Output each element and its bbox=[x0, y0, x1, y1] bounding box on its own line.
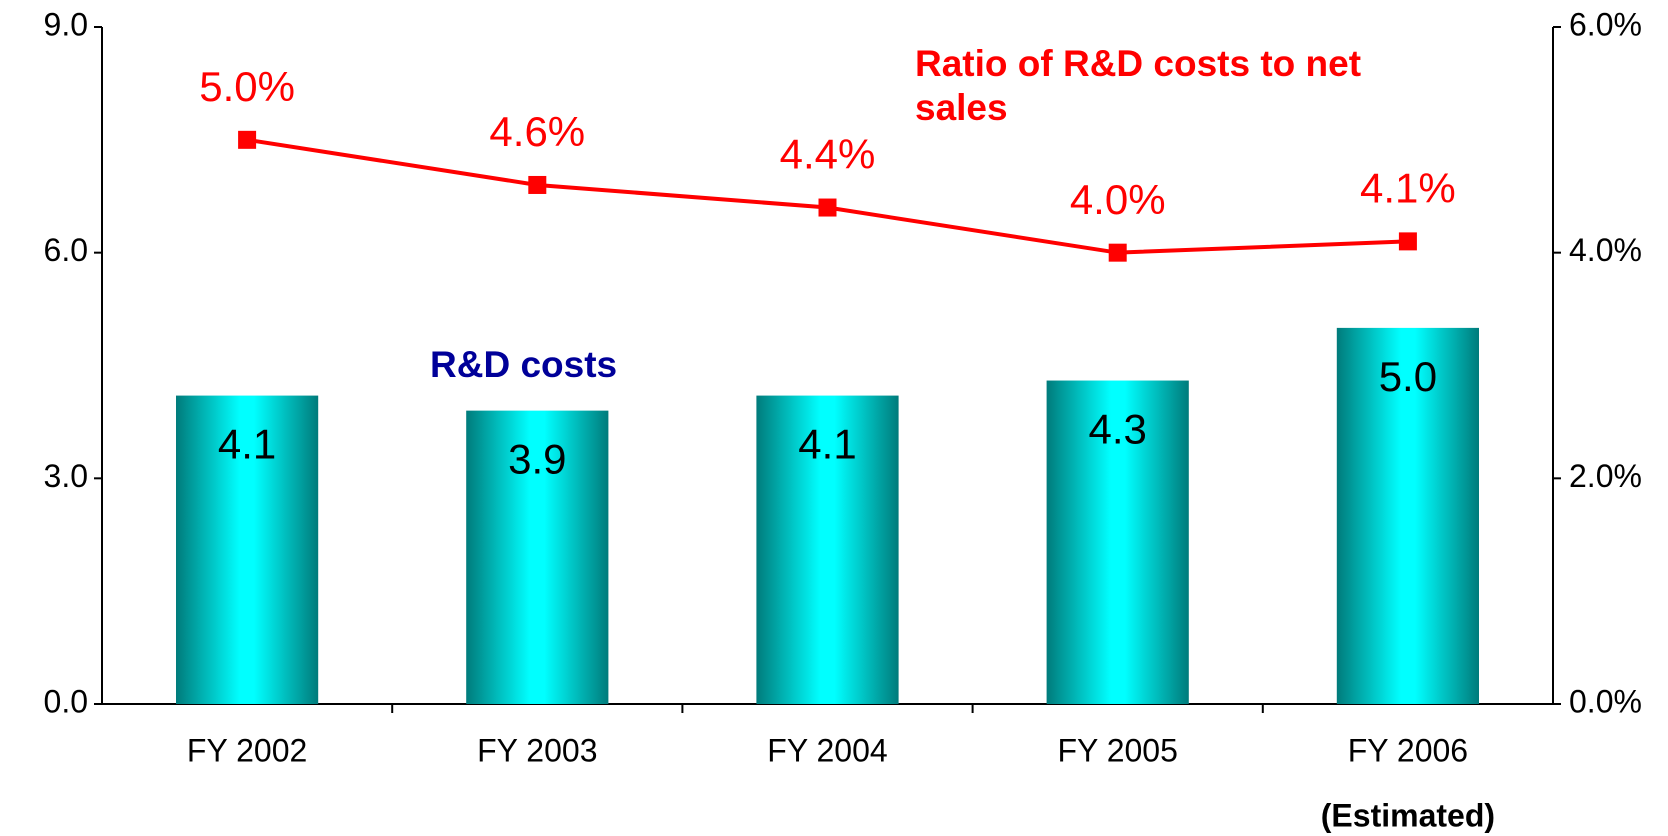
x-tick-label: FY 2003 bbox=[477, 732, 597, 768]
bar-series-label: R&D costs bbox=[430, 344, 618, 385]
bar bbox=[1336, 327, 1479, 704]
line-value-label: 4.4% bbox=[780, 131, 876, 178]
line-value-label: 4.1% bbox=[1360, 164, 1456, 211]
annotation: (Estimated) bbox=[1321, 797, 1495, 833]
x-tick-label: FY 2006 bbox=[1348, 732, 1468, 768]
line-value-label: 5.0% bbox=[199, 63, 295, 110]
y-tick-label: 3.0 bbox=[44, 458, 88, 494]
bar bbox=[176, 395, 319, 704]
line-marker bbox=[1398, 232, 1417, 251]
y-tick-label: 9.0 bbox=[44, 6, 88, 42]
line-marker bbox=[238, 130, 257, 149]
line-value-label: 4.6% bbox=[489, 108, 585, 155]
bar-value-label: 4.1 bbox=[798, 421, 856, 468]
line-value-label: 4.0% bbox=[1070, 176, 1166, 223]
bar bbox=[756, 395, 899, 704]
bar bbox=[1046, 380, 1189, 704]
bar-value-label: 3.9 bbox=[508, 436, 566, 483]
x-tick-label: FY 2002 bbox=[187, 732, 307, 768]
line-marker bbox=[528, 175, 547, 194]
y-tick-label: 6.0 bbox=[44, 232, 88, 268]
y2-tick-label: 6.0% bbox=[1569, 6, 1642, 42]
bar-value-label: 4.1 bbox=[218, 421, 276, 468]
y-tick-label: 0.0 bbox=[44, 683, 88, 719]
line-marker bbox=[818, 198, 837, 217]
bar-value-label: 5.0 bbox=[1379, 353, 1437, 400]
line-series-label: Ratio of R&D costs to net sales bbox=[915, 43, 1362, 128]
y2-tick-label: 0.0% bbox=[1569, 683, 1642, 719]
bar bbox=[466, 410, 609, 704]
bar-value-label: 4.3 bbox=[1089, 406, 1147, 453]
y2-tick-label: 4.0% bbox=[1569, 232, 1642, 268]
x-tick-label: FY 2004 bbox=[767, 732, 887, 768]
x-tick-label: FY 2005 bbox=[1058, 732, 1178, 768]
line-marker bbox=[1108, 243, 1127, 262]
y2-tick-label: 2.0% bbox=[1569, 458, 1642, 494]
